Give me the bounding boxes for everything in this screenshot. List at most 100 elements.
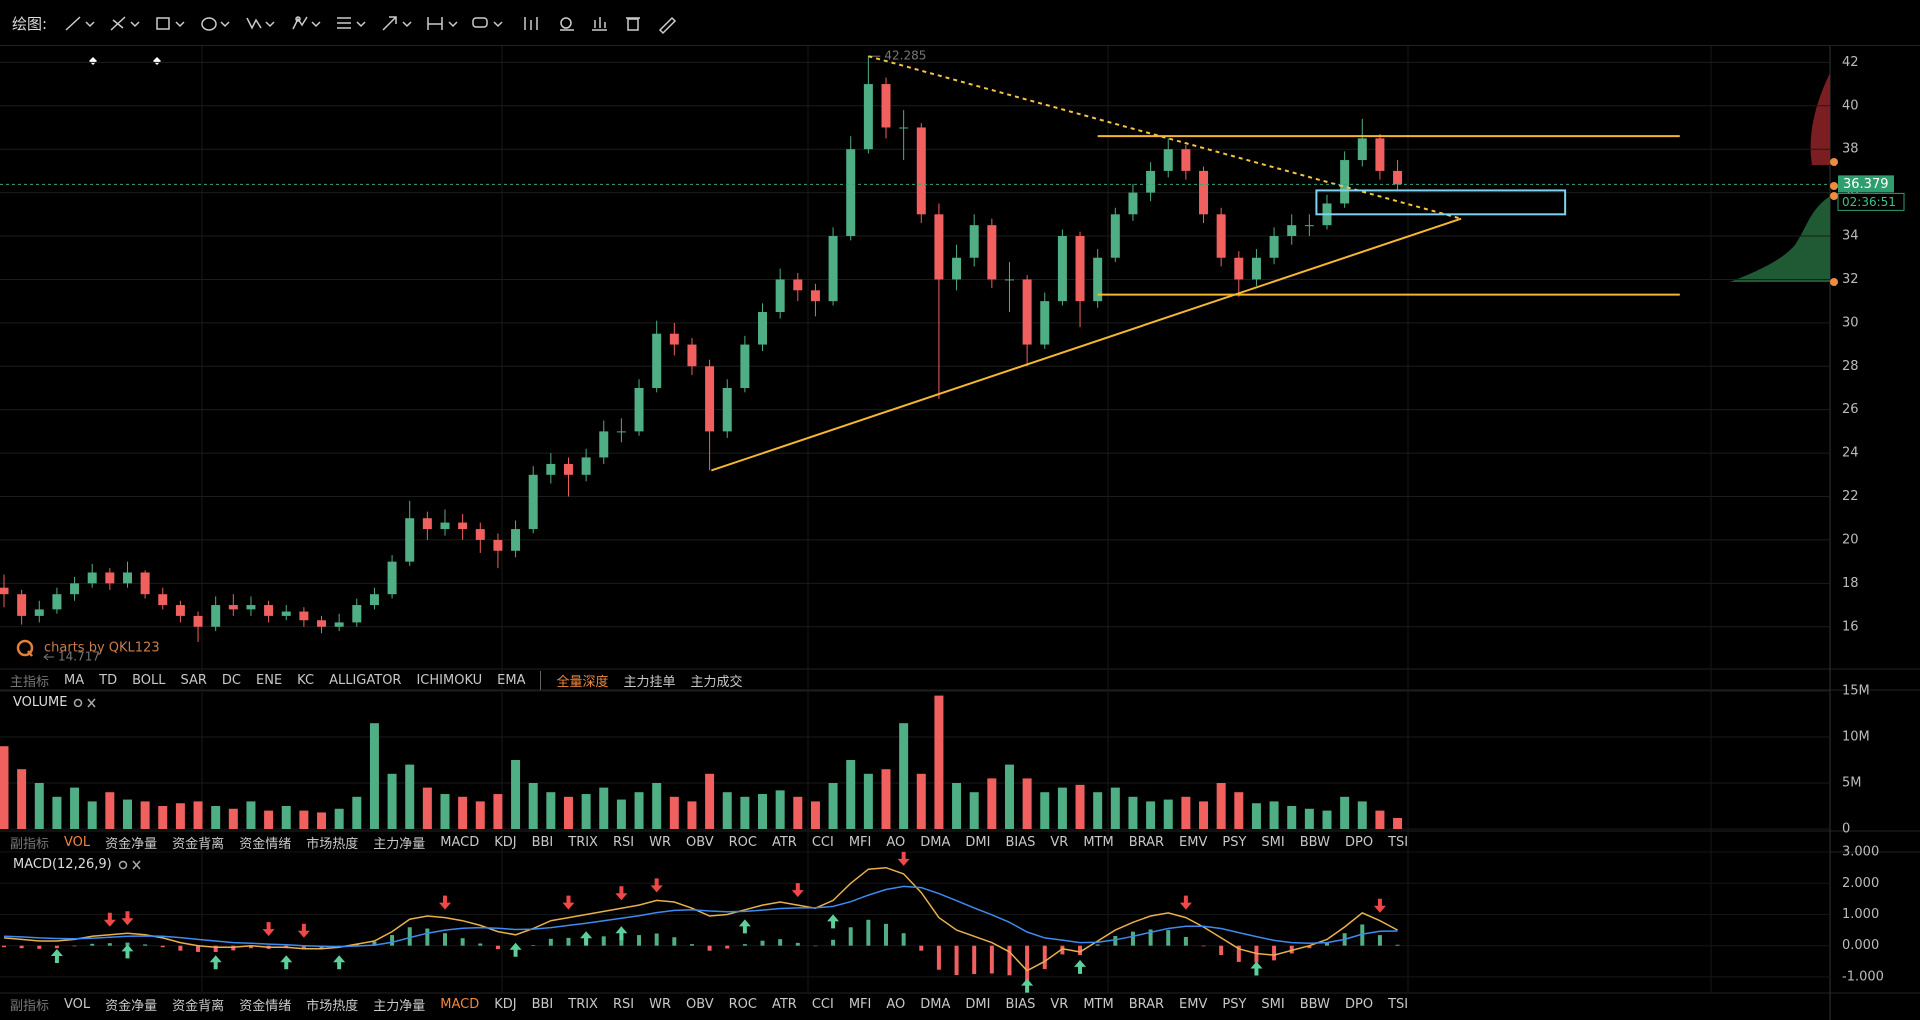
indicator-tab[interactable]: 资金情绪	[239, 998, 292, 1014]
volume-bar	[475, 801, 485, 829]
indicator-tab[interactable]: MACD	[440, 996, 480, 1012]
indicator-tab[interactable]: PSY	[1222, 996, 1247, 1012]
macd-histogram	[742, 944, 747, 946]
pane-controls[interactable]	[118, 859, 144, 871]
indicator-tab[interactable]: DMI	[965, 996, 991, 1012]
volume-bar	[528, 783, 538, 829]
indicator-tab[interactable]: WR	[649, 834, 671, 850]
indicator-tab[interactable]: TRIX	[568, 834, 598, 850]
indicator-tab[interactable]: MTM	[1083, 996, 1114, 1012]
indicator-tab[interactable]: MA	[64, 672, 85, 688]
indicator-tab[interactable]: BIAS	[1005, 834, 1036, 850]
pane-controls[interactable]	[73, 697, 99, 709]
indicator-tab[interactable]: BBW	[1299, 834, 1330, 850]
indicator-tab[interactable]: ROC	[728, 834, 757, 850]
indicator-tab[interactable]: BBW	[1299, 996, 1330, 1012]
indicator-tab[interactable]: EMA	[497, 672, 526, 688]
indicator-tab[interactable]: BRAR	[1128, 996, 1165, 1012]
indicator-tab[interactable]: 全量深度	[540, 670, 608, 690]
y-tick-label: 0	[1842, 822, 1850, 837]
indicator-tab[interactable]: CCI	[811, 996, 834, 1012]
indicator-tab[interactable]: RSI	[612, 996, 635, 1012]
volume-bar	[0, 746, 9, 829]
macd-histogram	[178, 945, 183, 951]
volume-bar	[1287, 806, 1297, 829]
indicator-tab[interactable]: AO	[886, 996, 906, 1012]
indicator-tab[interactable]: 主力成交	[690, 674, 743, 690]
indicator-tab[interactable]: BBI	[531, 834, 554, 850]
candle-body	[1093, 257, 1103, 302]
indicator-tab[interactable]: DPO	[1344, 834, 1374, 850]
indicator-tab[interactable]: PSY	[1222, 834, 1247, 850]
indicator-tab[interactable]: ATR	[771, 996, 797, 1012]
indicator-tab[interactable]: VR	[1050, 996, 1069, 1012]
indicator-tab[interactable]: TD	[99, 672, 118, 688]
indicator-tab[interactable]: 市场热度	[306, 836, 359, 852]
indicator-tab[interactable]: CCI	[811, 834, 834, 850]
indicator-tab[interactable]: TSI	[1388, 996, 1409, 1012]
indicator-tab[interactable]: RSI	[612, 834, 635, 850]
indicator-tab[interactable]: SAR	[180, 672, 207, 688]
indicator-tab[interactable]: ALLIGATOR	[329, 672, 402, 688]
main-indicator-tabs: 主指标 MA TD BOLL SAR DC ENE KC ALLIGATOR ICHIMOKU EM…	[10, 670, 758, 690]
indicator-tab[interactable]: DMA	[920, 834, 951, 850]
indicator-tab[interactable]: DC	[221, 672, 242, 688]
indicator-tab[interactable]: 资金背离	[172, 998, 225, 1014]
indicator-tab[interactable]: KDJ	[494, 834, 517, 850]
indicator-tab[interactable]: MFI	[848, 834, 872, 850]
indicator-tab[interactable]: OBV	[685, 996, 714, 1012]
candle-body	[581, 457, 591, 475]
indicator-tab[interactable]: MTM	[1083, 834, 1114, 850]
indicator-tab[interactable]: EMV	[1179, 834, 1208, 850]
indicator-tab[interactable]: KC	[297, 672, 315, 688]
indicator-tab[interactable]: 资金净量	[105, 836, 158, 852]
indicator-tab[interactable]: KDJ	[494, 996, 517, 1012]
indicator-tab[interactable]: VR	[1050, 834, 1069, 850]
volume-bar	[1163, 799, 1173, 829]
indicator-tab[interactable]: 主力净量	[373, 998, 426, 1014]
indicator-tab[interactable]: EMV	[1179, 996, 1208, 1012]
indicator-tab[interactable]: 资金净量	[105, 998, 158, 1014]
macd-histogram	[301, 945, 306, 949]
indicator-tab[interactable]: AO	[886, 834, 906, 850]
indicator-tab[interactable]: 主力净量	[373, 836, 426, 852]
indicator-tab[interactable]: SMI	[1261, 996, 1285, 1012]
indicator-tab[interactable]: 资金情绪	[239, 836, 292, 852]
indicator-tab[interactable]: TSI	[1388, 834, 1409, 850]
indicator-tab[interactable]: 市场热度	[306, 998, 359, 1014]
indicator-tab[interactable]: ICHIMOKU	[416, 672, 483, 688]
indicator-tab[interactable]: DPO	[1344, 996, 1374, 1012]
indicator-tab[interactable]: ENE	[256, 672, 283, 688]
indicator-tab[interactable]: ATR	[771, 834, 797, 850]
last-price-tag	[1838, 175, 1894, 193]
indicator-tab[interactable]: BBI	[531, 996, 554, 1012]
indicator-tab[interactable]: DMA	[920, 996, 951, 1012]
volume-bar	[669, 796, 679, 829]
macd-histogram	[248, 945, 253, 949]
indicator-tab[interactable]: BOLL	[132, 672, 166, 688]
buy-signal	[827, 914, 840, 929]
high-price-label: 42.285	[884, 49, 926, 63]
indicator-tab[interactable]: MFI	[848, 996, 872, 1012]
indicator-tab[interactable]: BIAS	[1005, 996, 1036, 1012]
indicator-tab[interactable]: TRIX	[568, 996, 598, 1012]
indicator-tab[interactable]: ROC	[728, 996, 757, 1012]
y-tick-label: 20	[1842, 532, 1859, 547]
volume-bar	[1022, 778, 1032, 829]
indicator-tab[interactable]: VOL	[64, 834, 91, 850]
macd-histogram	[1166, 930, 1171, 946]
volume-bar	[581, 794, 591, 829]
indicator-tab[interactable]: DMI	[965, 834, 991, 850]
indicator-tab[interactable]: WR	[649, 996, 671, 1012]
indicator-tab[interactable]: 主力挂单	[623, 674, 676, 690]
toolbar-icons[interactable]	[0, 0, 700, 45]
indicator-tab[interactable]: BRAR	[1128, 834, 1165, 850]
indicator-tab[interactable]: OBV	[685, 834, 714, 850]
y-tick-label: 40	[1842, 98, 1859, 113]
volume-bar	[758, 794, 768, 829]
indicator-tab[interactable]: VOL	[64, 996, 91, 1012]
indicator-tab[interactable]: MACD	[440, 834, 480, 850]
indicator-tab[interactable]: 资金背离	[172, 836, 225, 852]
indicator-tab[interactable]: SMI	[1261, 834, 1285, 850]
